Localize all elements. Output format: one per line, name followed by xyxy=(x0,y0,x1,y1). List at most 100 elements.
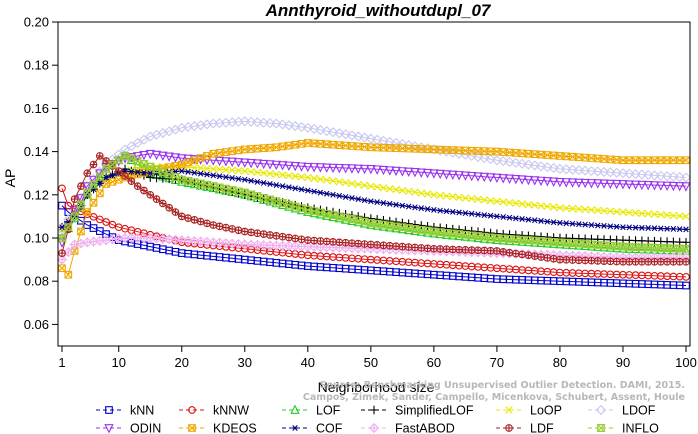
data-point xyxy=(354,180,362,189)
data-point xyxy=(264,118,276,129)
data-point xyxy=(611,179,622,190)
data-point xyxy=(373,241,382,249)
legend-item-simplifiedlof: SimplifiedLOF xyxy=(361,404,474,418)
data-point xyxy=(64,201,73,210)
data-point xyxy=(102,218,110,226)
data-point xyxy=(606,257,615,266)
data-point xyxy=(682,156,690,165)
data-point xyxy=(252,159,263,169)
data-point xyxy=(674,172,685,183)
data-point xyxy=(366,165,376,175)
data-point xyxy=(575,205,583,213)
data-point xyxy=(656,181,666,191)
data-point xyxy=(600,222,608,229)
data-point xyxy=(222,174,230,181)
data-point xyxy=(379,241,388,250)
legend-item-ldf: LDF xyxy=(496,422,554,434)
data-point xyxy=(297,235,306,244)
data-point xyxy=(233,158,244,168)
data-point xyxy=(322,237,331,246)
data-point xyxy=(650,257,659,266)
data-point xyxy=(593,179,603,189)
data-point xyxy=(655,170,666,181)
data-point xyxy=(556,219,564,226)
data-point xyxy=(630,180,641,190)
data-point xyxy=(221,157,231,167)
data-point xyxy=(197,170,204,177)
data-point xyxy=(114,175,123,184)
data-point xyxy=(474,195,482,204)
data-point xyxy=(473,172,483,182)
data-point xyxy=(676,212,684,220)
data-point xyxy=(517,175,527,185)
data-point xyxy=(366,240,375,249)
data-point xyxy=(398,186,407,195)
data-point xyxy=(637,180,647,191)
data-point xyxy=(309,123,320,134)
data-point xyxy=(132,152,143,162)
data-point xyxy=(417,205,425,212)
data-point xyxy=(367,182,375,190)
data-point xyxy=(442,245,451,254)
data-point xyxy=(222,223,230,232)
legend-label: COF xyxy=(316,422,343,434)
series-kdeos xyxy=(58,139,690,279)
series-loop xyxy=(58,163,690,234)
data-point xyxy=(523,175,534,186)
data-point xyxy=(272,231,281,240)
data-point xyxy=(277,161,288,171)
legend-label: LOF xyxy=(316,404,341,418)
data-point xyxy=(107,160,118,169)
data-point xyxy=(228,166,236,174)
data-point xyxy=(239,116,250,127)
data-point xyxy=(574,256,583,265)
data-point xyxy=(373,183,381,191)
data-point xyxy=(593,257,602,265)
series-ldf xyxy=(58,152,690,266)
data-point xyxy=(76,200,86,209)
data-point xyxy=(310,236,318,245)
data-point xyxy=(644,210,652,218)
data-point xyxy=(177,154,187,164)
data-point xyxy=(499,198,507,206)
data-point xyxy=(404,243,413,251)
data-point xyxy=(297,173,306,181)
legend-marker xyxy=(188,406,196,414)
data-point xyxy=(486,196,495,205)
data-point xyxy=(108,220,117,229)
data-point xyxy=(158,151,168,162)
data-point xyxy=(548,177,559,187)
data-point xyxy=(487,212,494,219)
data-point xyxy=(454,171,464,181)
data-point xyxy=(411,188,419,196)
data-point xyxy=(472,151,484,163)
data-point xyxy=(348,239,356,248)
data-point xyxy=(203,164,211,173)
data-point xyxy=(630,168,641,180)
legend-item-inflo: INFLO xyxy=(588,422,659,434)
legend-label: LDF xyxy=(530,422,554,434)
legend-label: ODIN xyxy=(130,422,161,434)
data-point xyxy=(651,225,658,232)
data-point xyxy=(266,180,274,188)
data-point xyxy=(386,185,394,193)
data-point xyxy=(89,212,98,221)
data-point xyxy=(284,161,294,171)
data-point xyxy=(512,215,520,222)
legend-marker xyxy=(368,422,380,434)
data-point xyxy=(498,156,509,167)
data-point xyxy=(209,172,217,179)
data-point xyxy=(662,171,673,182)
data-point xyxy=(548,162,559,174)
data-point xyxy=(663,225,671,232)
data-point xyxy=(102,174,110,181)
data-point xyxy=(567,178,578,188)
data-point xyxy=(568,204,577,213)
legend-marker xyxy=(505,424,513,432)
data-point xyxy=(436,245,445,253)
data-point xyxy=(315,124,326,136)
data-point xyxy=(423,190,432,198)
data-point xyxy=(505,198,514,207)
data-point xyxy=(479,153,490,164)
data-point xyxy=(436,207,444,214)
